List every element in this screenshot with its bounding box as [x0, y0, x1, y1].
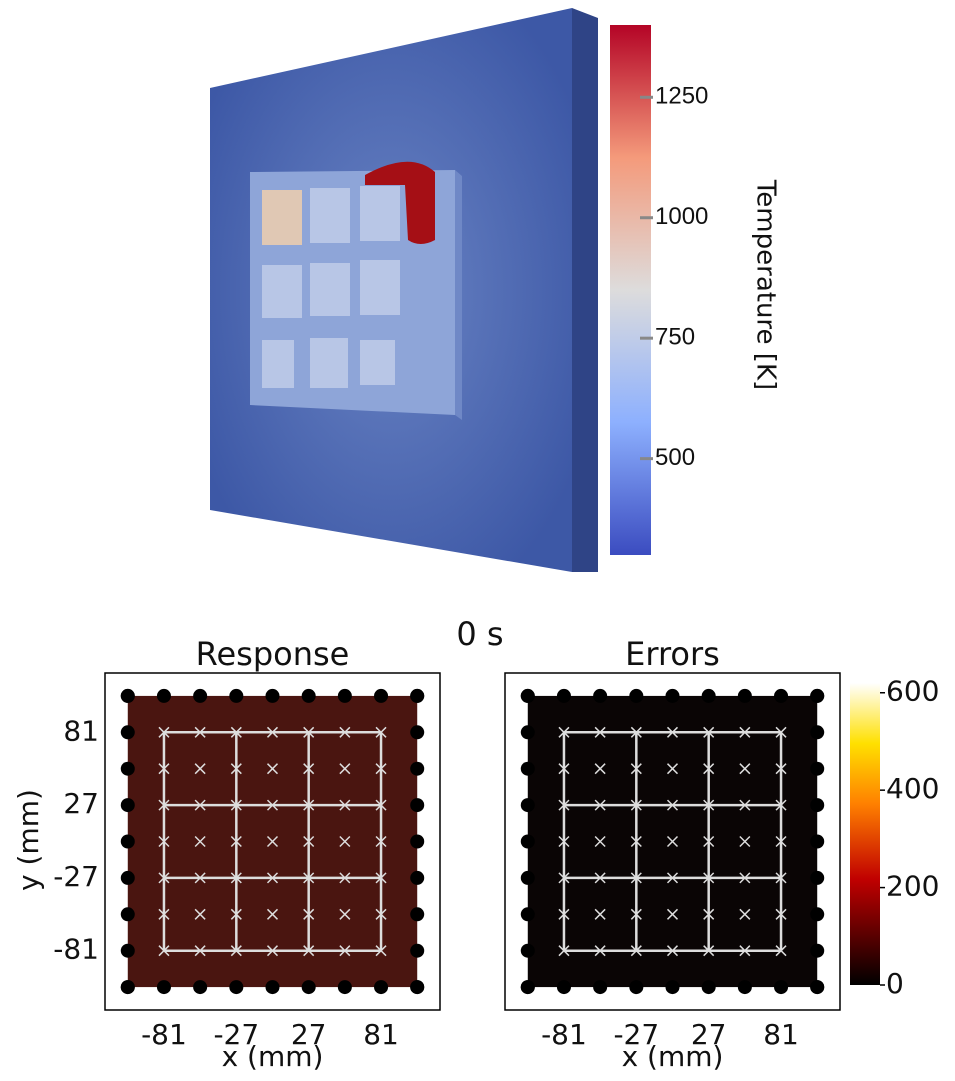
- colorbar-tick-label: 0: [886, 967, 904, 1000]
- boundary-dot: [738, 689, 752, 703]
- boundary-dot: [666, 980, 680, 994]
- boundary-dot: [521, 871, 535, 885]
- x-tick-label: 81: [363, 1018, 399, 1051]
- boundary-dot: [629, 689, 643, 703]
- boundary-dot: [193, 980, 207, 994]
- boundary-dot: [774, 980, 788, 994]
- boundary-dot: [338, 689, 352, 703]
- boundary-dot: [374, 980, 388, 994]
- boundary-dot: [521, 725, 535, 739]
- x-axis-label: x (mm): [622, 1040, 724, 1073]
- colorbar-tick-label: 500: [655, 444, 695, 471]
- colorbar-tick-label: 200: [886, 870, 939, 903]
- boundary-dot: [410, 835, 424, 849]
- boundary-dot: [374, 689, 388, 703]
- render: [210, 8, 598, 572]
- boundary-dot: [410, 725, 424, 739]
- boundary-dot: [702, 980, 716, 994]
- boundary-dot: [557, 980, 571, 994]
- boundary-dot: [810, 798, 824, 812]
- boundary-dot: [266, 689, 280, 703]
- boundary-dot: [629, 980, 643, 994]
- boundary-dot: [521, 980, 535, 994]
- colorbar-tick-label: 400: [886, 772, 939, 805]
- boundary-dot: [302, 980, 316, 994]
- x-tick-label: -81: [141, 1018, 187, 1051]
- boundary-dot: [121, 871, 135, 885]
- panel-title: Errors: [625, 635, 720, 673]
- boundary-dot: [521, 689, 535, 703]
- x-tick-label: 81: [763, 1018, 799, 1051]
- colorbar-tick-label: 600: [886, 675, 939, 708]
- boundary-dot: [121, 980, 135, 994]
- colorbar-label: Temperature [K]: [751, 179, 781, 390]
- boundary-dot: [738, 980, 752, 994]
- boundary-dot: [121, 725, 135, 739]
- boundary-dot: [410, 689, 424, 703]
- boundary-dot: [810, 944, 824, 958]
- boundary-dot: [121, 762, 135, 776]
- boundary-dot: [157, 980, 171, 994]
- boundary-dot: [410, 944, 424, 958]
- y-tick-label: -27: [53, 860, 99, 893]
- boundary-dot: [410, 907, 424, 921]
- boundary-dot: [521, 907, 535, 921]
- plate-side: [572, 8, 598, 572]
- boundary-dot: [557, 689, 571, 703]
- boundary-dot: [193, 689, 207, 703]
- boundary-dot: [410, 762, 424, 776]
- boundary-dot: [521, 944, 535, 958]
- boundary-dot: [810, 725, 824, 739]
- y-axis-label: y (mm): [12, 789, 45, 891]
- boundary-dot: [521, 835, 535, 849]
- boundary-dot: [810, 689, 824, 703]
- boundary-dot: [157, 689, 171, 703]
- x-axis-label: x (mm): [222, 1040, 324, 1073]
- boundary-dot: [302, 689, 316, 703]
- boundary-dot: [121, 689, 135, 703]
- y-tick-label: 27: [63, 787, 99, 820]
- boundary-dot: [410, 980, 424, 994]
- lattice-side: [455, 170, 462, 420]
- boundary-dot: [810, 871, 824, 885]
- boundary-dot: [229, 980, 243, 994]
- cutouts: [262, 186, 400, 388]
- boundary-dot: [121, 798, 135, 812]
- boundary-dot: [810, 762, 824, 776]
- figure: Temperature [K] 0 s 500 750 1000 1250 0 200 40…: [0, 0, 955, 1081]
- boundary-dot: [410, 798, 424, 812]
- boundary-dot: [774, 689, 788, 703]
- boundary-dot: [666, 689, 680, 703]
- boundary-dot: [121, 835, 135, 849]
- error-colorbar: [850, 683, 880, 985]
- boundary-dot: [121, 907, 135, 921]
- y-tick-label: 81: [63, 714, 99, 747]
- boundary-dot: [266, 980, 280, 994]
- panel-title: Response: [196, 635, 350, 673]
- colorbar-tick-label: 1000: [655, 203, 708, 230]
- boundary-dot: [810, 835, 824, 849]
- boundary-dot: [521, 798, 535, 812]
- boundary-dot: [593, 689, 607, 703]
- boundary-dot: [593, 980, 607, 994]
- colorbar-tick-label: 1250: [655, 83, 708, 110]
- boundary-dot: [810, 980, 824, 994]
- boundary-dot: [702, 689, 716, 703]
- y-tick-label: -81: [53, 933, 99, 966]
- colorbar-tick-label: 750: [655, 324, 695, 351]
- boundary-dot: [410, 871, 424, 885]
- boundary-dot: [810, 907, 824, 921]
- temperature-colorbar: [610, 25, 651, 555]
- boundary-dot: [229, 689, 243, 703]
- x-tick-label: -81: [541, 1018, 587, 1051]
- boundary-dot: [521, 762, 535, 776]
- boundary-dot: [121, 944, 135, 958]
- boundary-dot: [338, 980, 352, 994]
- time-label: 0 s: [456, 615, 503, 653]
